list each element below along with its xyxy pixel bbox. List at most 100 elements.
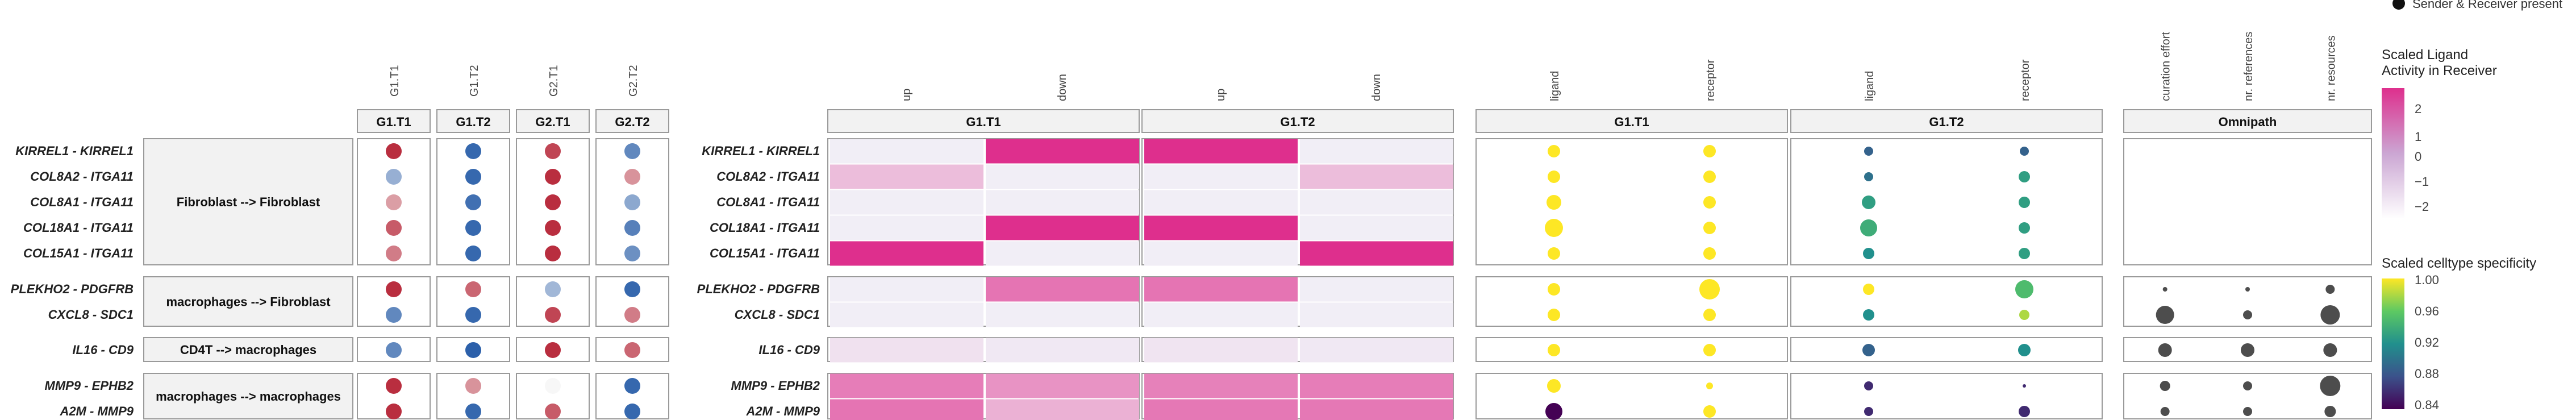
expression-tile [1144,338,1298,363]
activity-dot [545,281,561,297]
specificity-dot [2019,406,2030,417]
resource-dot [2158,343,2172,357]
specificity-dot [1703,145,1716,157]
panel-frame [1790,138,2103,265]
specificity-dot [2015,280,2033,298]
specificity-dot [1864,381,1873,390]
column-top-label: nr. resources [2325,35,2337,101]
expression-tile [830,399,983,420]
activity-dot [545,220,561,236]
row-label: COL18A1 - ITGA11 [23,221,134,235]
activity-dot [624,378,640,394]
panel-frame [1790,373,2103,419]
column-top-label: up [1215,89,1227,101]
specificity-dot [1863,284,1874,295]
row-label: KIRREL1 - KIRREL1 [702,144,820,158]
column-top-label: down [1370,74,1383,101]
row-label: COL8A2 - ITGA11 [30,169,134,184]
facet-label: G2.T2 [615,115,649,129]
activity-dot [624,246,640,261]
expression-tile [830,215,983,240]
column-top-label: G2.T2 [627,65,640,97]
activity-dot [386,220,402,236]
specificity-dot [2020,147,2029,156]
resource-dot [2320,376,2341,396]
expression-tile [830,190,983,215]
row-label: COL8A1 - ITGA11 [30,195,134,209]
column-top-label: curation effort [2160,32,2173,101]
group-label: macrophages --> Fibroblast [166,295,331,309]
expression-tile [986,139,1139,164]
activity-dot [386,246,402,261]
resource-dot [2162,287,2167,292]
activity-dot [386,281,402,297]
row-label: KIRREL1 - KIRREL1 [15,144,134,158]
resource-dot [2243,381,2252,390]
specificity-dot [1864,172,1873,181]
resource-dot [2243,310,2252,319]
row-label: PLEKHO2 - PDGFRB [11,282,134,296]
legend-specificity-tick: 0.84 [2415,398,2439,412]
specificity-dot [1703,405,1716,418]
facet-strip [1790,109,2103,133]
expression-tile [1300,277,1453,302]
facet-strip [827,109,1140,133]
row-label: COL15A1 - ITGA11 [710,246,820,260]
facet-strip [1475,109,1788,133]
legend-specificity-tick: 0.88 [2415,367,2439,381]
activity-dot [624,220,640,236]
column-top-label: down [1056,74,1069,101]
specificity-dot [1545,219,1563,237]
activity-dot [624,143,640,159]
activity-dot [624,281,640,297]
expression-tile [1144,139,1298,164]
column-top-label: ligand [1864,71,1876,101]
activity-dot [465,169,481,185]
resource-dot [2241,343,2254,357]
legend-specificity-tick: 0.92 [2415,335,2439,350]
specificity-dot [1548,145,1560,157]
legend-specificity-bar [2382,278,2404,409]
expression-tile [1300,302,1453,327]
activity-dot [465,281,481,297]
column-top-label: nr. references [2242,32,2255,101]
specificity-dot [1703,222,1716,234]
facet-label: G1.T1 [376,115,411,129]
expression-tile [986,277,1139,302]
activity-dot [386,194,402,210]
activity-dot [624,404,640,419]
facet-label: G1.T2 [1929,115,1964,129]
expression-tile [830,139,983,164]
facet-label: G2.T1 [535,115,570,129]
facet-label: G1.T1 [1614,115,1649,129]
expression-tile [1144,302,1298,327]
row-label: COL8A2 - ITGA11 [716,169,820,184]
legend-activity-bar [2382,88,2404,219]
group-box [143,337,353,362]
resource-dot [2160,381,2170,391]
legend-activity-tick: 2 [2415,102,2421,116]
facet-label: G1.T2 [1280,115,1315,129]
expression-tile [830,164,983,189]
facet-strip [436,109,510,133]
legend-activity-tick: 0 [2415,149,2421,164]
activity-dot [624,342,640,358]
expression-tile [1144,399,1298,420]
activity-dot [465,220,481,236]
activity-dot [386,404,402,419]
row-label: COL18A1 - ITGA11 [710,221,820,235]
expression-tile [830,338,983,363]
column-top-label: up [901,89,913,101]
expression-tile [1300,338,1453,363]
specificity-dot [1706,382,1713,389]
specificity-dot [1547,195,1561,210]
activity-dot [465,143,481,159]
activity-dot [624,307,640,323]
facet-label: Omnipath [2219,115,2277,129]
expression-tile [1144,241,1298,266]
expression-tile [1300,139,1453,164]
legend-activity-tick: −2 [2415,199,2429,214]
specificity-dot [1548,247,1560,260]
activity-dot [545,194,561,210]
expression-tile [1144,164,1298,189]
